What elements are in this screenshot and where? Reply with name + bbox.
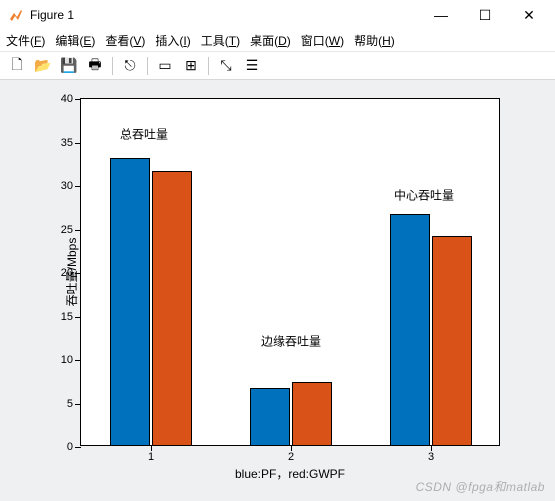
y-tick-label: 0 [67, 441, 81, 453]
titlebar: Figure 1 — ☐ ✕ [0, 0, 555, 30]
menu-f[interactable]: 文件(F) [6, 32, 45, 49]
window-title: Figure 1 [30, 8, 419, 22]
y-tick-label: 30 [61, 180, 81, 192]
chart-annotation: 边缘吞吐量 [261, 332, 321, 349]
axes: 吞吐量/Mbps blue:PF，red:GWPF 05101520253035… [80, 98, 500, 446]
new-figure-button[interactable]: 🗋 [6, 55, 28, 77]
menu-d[interactable]: 桌面(D) [250, 32, 291, 49]
print-button[interactable]: 🖶 [84, 55, 106, 77]
watermark-text: CSDN @fpga和matlab [416, 478, 545, 495]
y-tick-label: 20 [61, 267, 81, 279]
menu-v[interactable]: 查看(V) [105, 32, 145, 49]
toolbar-separator [208, 57, 209, 75]
x-tick-label: 3 [428, 445, 434, 463]
insert-colorbar-button[interactable]: ⊞ [180, 55, 202, 77]
chart-annotation: 中心吞吐量 [394, 186, 454, 203]
menu-e[interactable]: 编辑(E) [55, 32, 95, 49]
bar-pf-1 [110, 158, 149, 445]
y-tick-label: 25 [61, 224, 81, 236]
menubar: 文件(F) 编辑(E) 查看(V) 插入(I) 工具(T) 桌面(D) 窗口(W) 帮助(H) [0, 30, 555, 52]
y-tick-label: 40 [61, 93, 81, 105]
save-button[interactable]: 💾 [58, 55, 80, 77]
bar-pf-3 [390, 214, 429, 445]
bar-pf-2 [250, 388, 289, 445]
figure-area: 吞吐量/Mbps blue:PF，red:GWPF 05101520253035… [0, 80, 555, 501]
open-button[interactable]: 📂 [32, 55, 54, 77]
toolbar-separator [147, 57, 148, 75]
y-tick-label: 15 [61, 311, 81, 323]
menu-t[interactable]: 工具(T) [201, 32, 240, 49]
y-tick-label: 35 [61, 137, 81, 149]
toolbar: 🗋 📂 💾 🖶 ⎋ ▭ ⊞ ⤡ ☰ [0, 52, 555, 80]
matlab-icon [8, 7, 24, 23]
y-tick-label: 5 [67, 398, 81, 410]
menu-w[interactable]: 窗口(W) [301, 32, 344, 49]
toolbar-separator [112, 57, 113, 75]
y-tick-label: 10 [61, 354, 81, 366]
minimize-button[interactable]: — [419, 1, 463, 29]
bar-gwpf-1 [152, 171, 191, 445]
bar-gwpf-2 [292, 382, 331, 446]
pointer-button[interactable]: ⤡ [215, 55, 237, 77]
figure-window: Figure 1 — ☐ ✕ 文件(F) 编辑(E) 查看(V) 插入(I) 工具(T)… [0, 0, 555, 501]
x-tick-label: 1 [148, 445, 154, 463]
edit-plot-button[interactable]: ⎋ [119, 55, 141, 77]
chart-annotation: 总吞吐量 [120, 125, 168, 142]
menu-i[interactable]: 插入(I) [155, 32, 190, 49]
maximize-button[interactable]: ☐ [463, 1, 507, 29]
link-button[interactable]: ▭ [154, 55, 176, 77]
bar-gwpf-3 [432, 236, 471, 445]
data-cursor-button[interactable]: ☰ [241, 55, 263, 77]
menu-h[interactable]: 帮助(H) [354, 32, 395, 49]
close-button[interactable]: ✕ [507, 1, 551, 29]
x-tick-label: 2 [288, 445, 294, 463]
window-controls: — ☐ ✕ [419, 1, 551, 29]
